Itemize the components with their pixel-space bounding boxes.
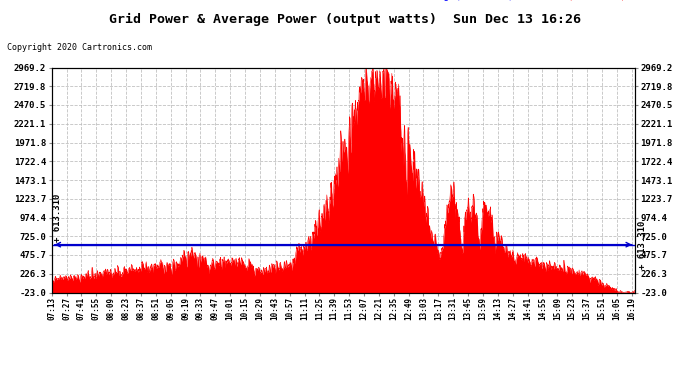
Text: Grid Power & Average Power (output watts)  Sun Dec 13 16:26: Grid Power & Average Power (output watts… [109, 13, 581, 26]
Text: Copyright 2020 Cartronics.com: Copyright 2020 Cartronics.com [7, 43, 152, 52]
Text: + 613.310: + 613.310 [638, 220, 647, 269]
Legend: Average(AC Watts), Grid(AC Watts): Average(AC Watts), Grid(AC Watts) [388, 0, 630, 4]
Text: + 613.310: + 613.310 [53, 193, 62, 242]
